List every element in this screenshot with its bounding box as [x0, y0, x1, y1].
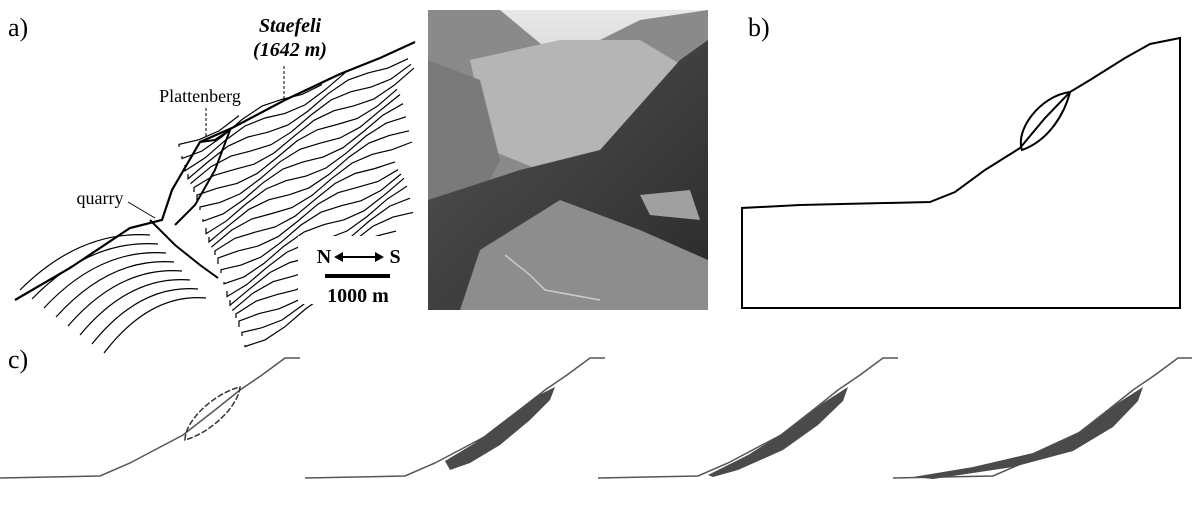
- leader: [128, 202, 155, 218]
- place-label: Plattenberg: [159, 86, 241, 106]
- stratum: [44, 253, 166, 308]
- simulation-panel: [0, 358, 300, 478]
- sliding-mass: [185, 387, 240, 440]
- scale-label: 1000 m: [327, 285, 389, 307]
- sliding-mass: [708, 387, 848, 477]
- stratum: [68, 271, 182, 326]
- plattenberg-block: [175, 130, 230, 225]
- stratum: [104, 298, 206, 353]
- panel-label: c): [8, 345, 28, 374]
- stratum: [20, 235, 150, 290]
- elevation: (1642 m): [253, 39, 327, 61]
- site-name: Staefeli: [259, 15, 322, 37]
- slope-profile: [893, 358, 1192, 478]
- stratum: [209, 131, 409, 242]
- compass-north: N: [317, 246, 332, 268]
- slope-profile: [0, 358, 300, 478]
- compass-south: S: [389, 246, 400, 268]
- stratum: [212, 142, 412, 247]
- simulation-steps: [0, 358, 1192, 479]
- place-label: quarry: [77, 188, 124, 208]
- simulation-panel: [305, 358, 605, 478]
- stratum: [56, 262, 174, 317]
- panel-label: a): [8, 13, 28, 42]
- simulation-panel: [893, 358, 1192, 479]
- scale-bar: [325, 274, 390, 278]
- sliding-mass: [913, 387, 1143, 479]
- fault-line: [150, 220, 218, 278]
- sliding-mass: [445, 387, 555, 470]
- slope-model: [742, 38, 1180, 308]
- stratum: [200, 95, 400, 211]
- stratum: [80, 280, 190, 335]
- stratum: [92, 289, 198, 344]
- panel-label: b): [748, 13, 770, 42]
- stratum: [191, 64, 411, 183]
- figure: a) Staefeli (1642 m) Plattenberg quarry …: [0, 0, 1192, 508]
- photo: [428, 10, 708, 310]
- simulation-panel: [598, 358, 898, 478]
